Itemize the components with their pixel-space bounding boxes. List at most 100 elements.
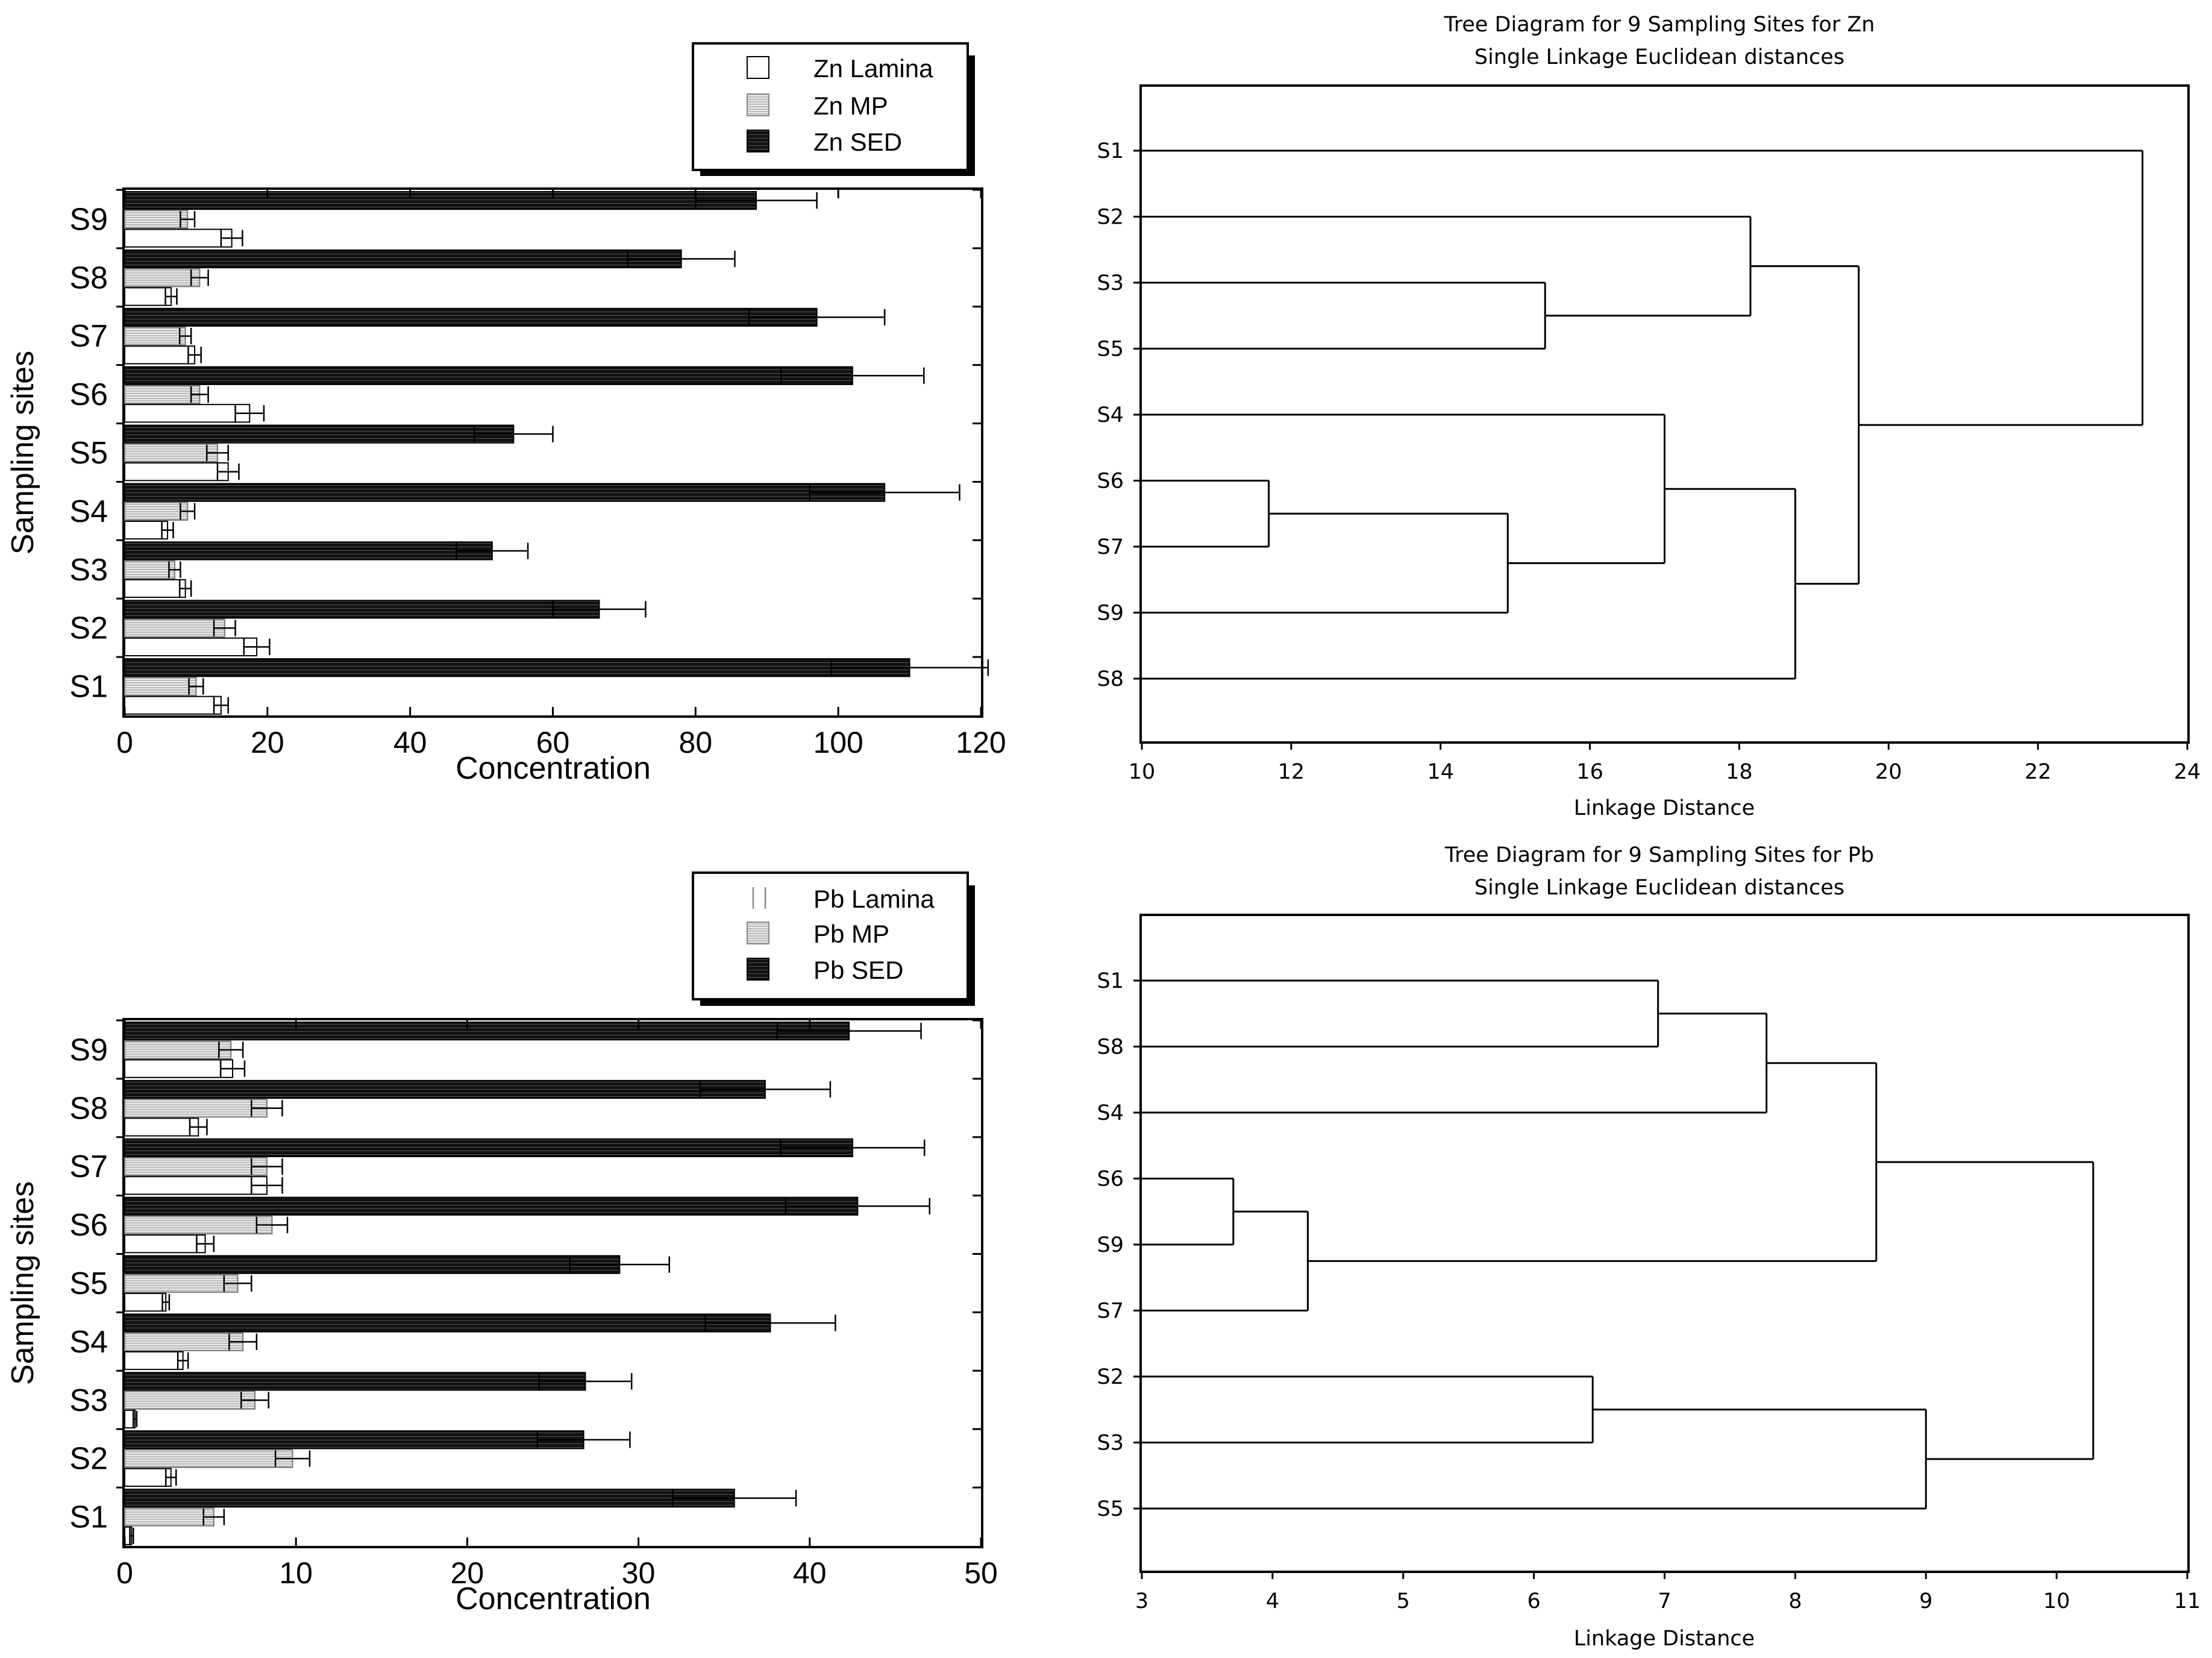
- zn-legend-box: [692, 42, 969, 171]
- pb-bar-mp-s3: [124, 1390, 255, 1410]
- pb-legend-swatch-sed: [747, 958, 769, 981]
- zn-bar-lamina-s2: [124, 637, 258, 656]
- zn-tree-leaf-s7: S7: [1097, 535, 1124, 559]
- pb-bar-mp-s7: [124, 1157, 268, 1176]
- pb-y-axis-title: Sampling sites: [5, 1181, 40, 1385]
- pb-tree-xtick-label-5: 5: [1397, 1589, 1410, 1613]
- pb-tree-xtick-label-10: 10: [2043, 1589, 2070, 1613]
- pb-tree-title: Tree Diagram for 9 Sampling Sites for Pb: [1444, 843, 1874, 867]
- zn-bar-lamina-s8: [124, 287, 172, 306]
- zn-bar-sed-s5: [124, 424, 515, 444]
- zn-legend-label-lamina: Zn Lamina: [813, 54, 933, 83]
- pb-ytick-label-s9: S9: [69, 1032, 108, 1067]
- pb-legend-label-sed: Pb SED: [813, 956, 903, 984]
- zn-xtick-label-120: 120: [956, 726, 1006, 759]
- zn-tree-leaf-s6: S6: [1097, 469, 1124, 494]
- zn-bar-lamina-s3: [124, 579, 186, 598]
- zn-bar-sed-s9: [124, 191, 757, 210]
- pb-xtick-label-0: 0: [116, 1556, 133, 1590]
- pb-bar-lamina-s7: [124, 1176, 268, 1195]
- pb-legend-swatch-mp: [747, 922, 769, 944]
- zn-tree-links: [1142, 149, 2144, 680]
- zn-bar-mp-s7: [124, 327, 186, 346]
- zn-tree-leaf-s1: S1: [1097, 139, 1124, 163]
- pb-legend-label-mp: Pb MP: [813, 920, 889, 948]
- zn-bar-mp-s3: [124, 560, 175, 579]
- zn-tree-subtitle: Single Linkage Euclidean distances: [1474, 45, 1844, 69]
- pb-xtick-label-40: 40: [793, 1556, 827, 1590]
- pb-tree-xtick-label-11: 11: [2174, 1589, 2201, 1613]
- zn-bar-lamina-s6: [124, 404, 251, 423]
- zn-bar-sed-s6: [124, 366, 853, 385]
- pb-bar-sed-s3: [124, 1372, 586, 1391]
- pb-bar-mp-s8: [124, 1099, 268, 1118]
- pb-xtick-label-10: 10: [279, 1556, 313, 1590]
- pb-ytick-label-s3: S3: [69, 1383, 108, 1418]
- zn-tree-leaf-s9: S9: [1097, 601, 1124, 626]
- pb-xtick-label-20: 20: [451, 1556, 484, 1590]
- zn-ytick-label-s6: S6: [69, 377, 108, 412]
- zn-tree-leaf-s8: S8: [1097, 667, 1124, 691]
- pb-ytick-label-s5: S5: [69, 1266, 108, 1301]
- zn-bar-sed-s2: [124, 600, 600, 619]
- pb-tree-leaf-s7: S7: [1097, 1299, 1124, 1324]
- pb-legend: Pb Lamina Pb MP Pb SED: [692, 871, 975, 1006]
- pb-bar-mp-s6: [124, 1215, 273, 1235]
- zn-ytick-label-s3: S3: [69, 553, 108, 588]
- pb-bar-sed-s6: [124, 1196, 859, 1216]
- pb-x-axis-title: Concentration: [456, 1581, 651, 1616]
- zn-y-ticks: S1 S2 S3 S4 S5 S6 S7 S8 S9: [69, 189, 981, 705]
- zn-xtick-label-80: 80: [679, 726, 713, 759]
- pb-tree-leaf-s4: S4: [1097, 1101, 1124, 1125]
- zn-tree-leaf-s2: S2: [1097, 206, 1124, 230]
- pb-bar-lamina-s8: [124, 1117, 199, 1137]
- zn-bar-mp-s8: [124, 268, 201, 287]
- zn-bar-lamina-s9: [124, 228, 233, 248]
- zn-ytick-label-s5: S5: [69, 436, 108, 471]
- zn-error-bars-group: [161, 192, 989, 714]
- pb-bar-sed-s5: [124, 1255, 621, 1274]
- pb-bar-sed-s1: [124, 1489, 735, 1508]
- pb-bar-sed-s7: [124, 1138, 853, 1158]
- zn-xtick-label-20: 20: [251, 726, 284, 759]
- zn-tree-xtick-label-22: 22: [2025, 760, 2052, 784]
- zn-bar-sed-s7: [124, 307, 818, 327]
- zn-bar-sed-s4: [124, 483, 886, 502]
- zn-xtick-label-100: 100: [813, 726, 863, 759]
- zn-x-ticks: 0 20 40 60 80 100 120: [116, 190, 1006, 759]
- pb-tree-xtick-label-4: 4: [1266, 1589, 1279, 1613]
- zn-xtick-label-0: 0: [116, 726, 133, 759]
- pb-tree-xtick-label-3: 3: [1135, 1589, 1148, 1613]
- pb-tree-x-ticks: 3 4 5 6 7 8 9 10 11: [1135, 1571, 2201, 1613]
- zn-legend-swatch-mp: [747, 93, 769, 116]
- zn-ytick-label-s9: S9: [69, 202, 108, 237]
- zn-tree-leaf-s4: S4: [1097, 403, 1124, 427]
- zn-bar-mp-s4: [124, 501, 189, 521]
- pb-bar-lamina-s6: [124, 1234, 206, 1254]
- zn-bar-lamina-s5: [124, 462, 229, 482]
- zn-tree-xtick-label-18: 18: [1726, 760, 1753, 784]
- zn-bar-chart: Zn Lamina Zn MP Zn SED S1S2S3S4S5S6S7S8S…: [5, 42, 1006, 786]
- pb-x-ticks: 0 10 20 30 40 50: [116, 1020, 998, 1590]
- zn-tree-title: Tree Diagram for 9 Sampling Sites for Zn: [1443, 13, 1875, 37]
- pb-bar-mp-s1: [124, 1507, 215, 1527]
- zn-legend-swatch-sed: [747, 130, 769, 152]
- pb-tree-xtick-label-8: 8: [1788, 1589, 1802, 1613]
- zn-y-axis-title: Sampling sites: [5, 351, 40, 554]
- zn-legend-label-mp: Zn MP: [813, 92, 888, 120]
- pb-bar-mp-s4: [124, 1332, 244, 1351]
- zn-bar-sed-s8: [124, 249, 682, 269]
- pb-tree-diagram: Tree Diagram for 9 Sampling Sites for Pb…: [1097, 843, 2201, 1651]
- pb-bar-lamina-s9: [124, 1059, 234, 1078]
- zn-tree-xtick-label-12: 12: [1278, 760, 1305, 784]
- zn-tree-diagram: Tree Diagram for 9 Sampling Sites for Zn…: [1097, 13, 2201, 820]
- zn-xtick-label-60: 60: [536, 726, 570, 759]
- pb-tree-leaf-s5: S5: [1097, 1497, 1124, 1521]
- pb-bar-lamina-s4: [124, 1351, 184, 1371]
- pb-tree-xtick-label-6: 6: [1527, 1589, 1540, 1613]
- zn-tree-leaf-s3: S3: [1097, 271, 1124, 295]
- zn-tree-xtick-label-24: 24: [2174, 760, 2201, 784]
- pb-bar-mp-s5: [124, 1273, 239, 1293]
- pb-legend-label-lamina: Pb Lamina: [813, 885, 935, 913]
- pb-bars-group: [124, 1022, 859, 1545]
